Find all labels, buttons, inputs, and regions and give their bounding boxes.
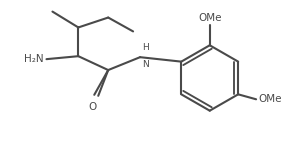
Text: O: O (88, 102, 96, 112)
Text: OMe: OMe (258, 94, 281, 104)
Text: H: H (142, 43, 149, 52)
Text: H₂N: H₂N (24, 54, 44, 64)
Text: N: N (142, 60, 149, 69)
Text: OMe: OMe (198, 14, 221, 24)
